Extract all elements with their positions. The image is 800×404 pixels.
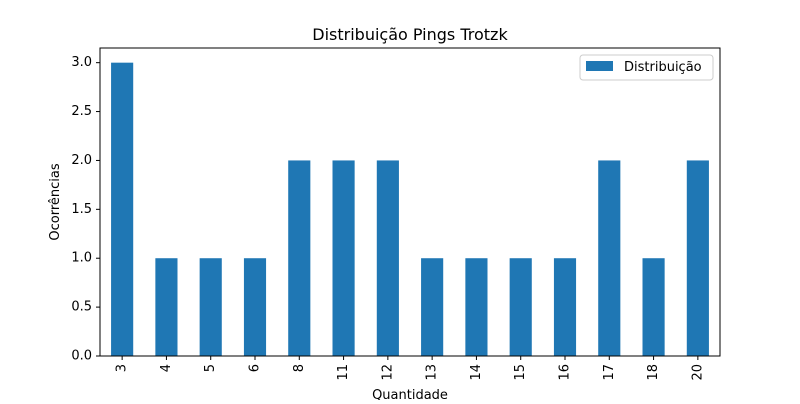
bar-12 — [376, 160, 399, 356]
x-tick-label-4: 4 — [159, 364, 174, 372]
bar-13 — [421, 258, 444, 356]
x-tick-label-8: 8 — [292, 364, 307, 372]
bar-8 — [288, 160, 311, 356]
x-tick-label-16: 16 — [558, 364, 573, 381]
bar-18 — [642, 258, 665, 356]
y-tick-label-1.5: 1.5 — [71, 202, 92, 217]
bar-15 — [509, 258, 532, 356]
plot-area-frame — [99, 47, 721, 357]
y-tick-label-0.5: 0.5 — [71, 300, 92, 315]
x-tick-label-11: 11 — [336, 364, 351, 381]
x-tick-label-3: 3 — [115, 364, 130, 372]
bar-11 — [332, 160, 355, 356]
x-tick-label-13: 13 — [425, 364, 440, 381]
x-tick-label-20: 20 — [690, 364, 705, 381]
x-axis-label: Quantidade — [372, 388, 448, 400]
bar-16 — [553, 258, 577, 356]
y-tick-label-2.5: 2.5 — [71, 104, 92, 119]
x-tick-label-15: 15 — [513, 364, 528, 381]
legend-label: Distribuição — [624, 60, 702, 75]
y-tick-label-0.0: 0.0 — [71, 349, 92, 364]
bars-group — [111, 62, 709, 357]
x-tick-label-12: 12 — [380, 364, 395, 381]
legend: Distribuição — [579, 54, 714, 81]
bar-6 — [243, 258, 267, 356]
y-tick-label-2.0: 2.0 — [71, 153, 92, 168]
x-tick-label-6: 6 — [248, 364, 263, 372]
legend-box — [579, 54, 714, 81]
y-tick-label-3.0: 3.0 — [71, 55, 92, 70]
bar-17 — [598, 160, 621, 356]
chart-title: Distribuição Pings Trotzk — [312, 25, 508, 44]
y-ticks-group: 0.0 0.5 1.0 1.5 2.0 2.5 3.0 — [71, 55, 100, 364]
bar-20 — [686, 160, 709, 356]
x-tick-label-5: 5 — [203, 364, 218, 372]
bar-14 — [465, 258, 488, 356]
x-tick-label-17: 17 — [602, 364, 617, 381]
legend-swatch — [586, 61, 613, 71]
bar-5 — [199, 258, 222, 356]
y-tick-label-1.0: 1.0 — [71, 251, 92, 266]
x-tick-label-14: 14 — [469, 364, 484, 381]
x-ticks-group: 3 4 5 6 8 11 12 13 14 15 16 17 18 20 — [115, 356, 705, 381]
bar-3 — [111, 62, 134, 357]
x-tick-label-18: 18 — [646, 364, 661, 381]
bar-4 — [155, 258, 178, 356]
y-axis-label: Ocorrências — [48, 163, 63, 240]
